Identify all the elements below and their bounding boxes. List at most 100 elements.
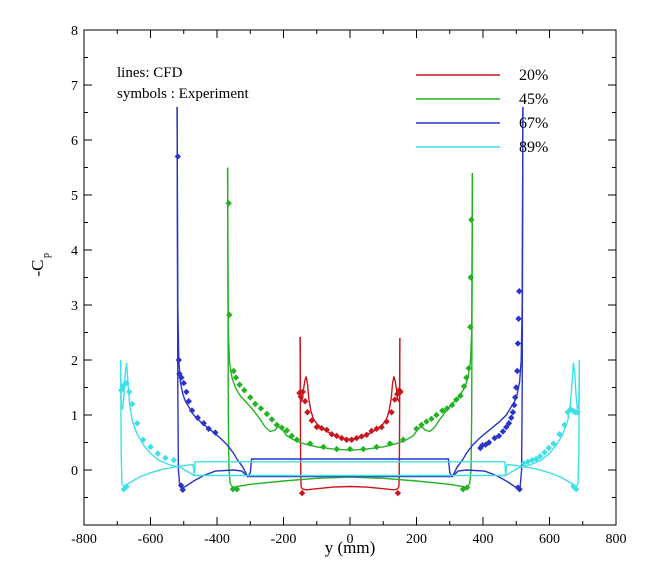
experiment-point-45 xyxy=(230,367,237,375)
experiment-point-20 xyxy=(368,427,375,435)
y-tick-label: 7 xyxy=(71,79,78,94)
experiment-point-20 xyxy=(394,489,402,497)
experiment-point-45 xyxy=(443,405,451,412)
experiment-point-89 xyxy=(129,400,136,408)
experiment-point-89 xyxy=(162,454,169,462)
experiment-point-67 xyxy=(514,340,522,347)
experiment-point-67 xyxy=(180,379,187,387)
experiment-point-67 xyxy=(194,414,201,421)
experiment-point-45 xyxy=(233,486,241,493)
experiment-point-67 xyxy=(495,432,503,440)
experiment-point-45 xyxy=(252,400,259,408)
experiment-point-89 xyxy=(134,420,141,427)
experiment-point-20 xyxy=(343,436,350,443)
experiment-point-67 xyxy=(509,409,517,416)
experiment-point-45 xyxy=(257,405,265,412)
y-tick-label: 5 xyxy=(71,189,78,204)
experiment-point-45 xyxy=(306,440,314,447)
experiment-point-89 xyxy=(550,440,557,447)
experiment-point-20 xyxy=(328,431,335,438)
experiment-point-67 xyxy=(505,420,513,427)
experiment-point-67 xyxy=(503,423,510,431)
experiment-point-67 xyxy=(513,384,520,391)
experiment-point-89 xyxy=(139,436,147,443)
experiment-point-89 xyxy=(520,460,527,467)
y-tick-label: 1 xyxy=(71,409,78,424)
experiment-point-89 xyxy=(564,409,571,416)
experiment-point-89 xyxy=(121,381,128,388)
experiment-point-67 xyxy=(177,482,185,489)
experiment-point-45 xyxy=(433,411,440,419)
y-tick-label: 6 xyxy=(71,134,78,149)
y-tick-label: 3 xyxy=(71,299,78,314)
annotation-cfd: lines: CFD xyxy=(117,65,183,81)
experiment-point-45 xyxy=(273,421,281,429)
experiment-point-67 xyxy=(512,394,519,401)
y-axis-label-main: -C xyxy=(28,260,47,277)
experiment-point-45 xyxy=(468,216,475,223)
experiment-point-67 xyxy=(511,401,518,409)
experiment-point-45 xyxy=(283,427,291,434)
experiment-point-45 xyxy=(293,436,300,443)
experiment-point-45 xyxy=(439,407,446,414)
experiment-point-20 xyxy=(333,432,340,440)
x-tick-label: 400 xyxy=(473,532,494,547)
plot-series-group xyxy=(118,106,581,497)
experiment-point-20 xyxy=(378,423,385,431)
experiment-point-45 xyxy=(373,443,380,451)
experiment-point-45 xyxy=(247,394,254,401)
experiment-point-67 xyxy=(200,420,207,427)
legend-label-20: 20% xyxy=(519,67,548,84)
experiment-point-20 xyxy=(348,436,355,443)
y-tick-label: 2 xyxy=(71,354,78,369)
legend-label-89: 89% xyxy=(519,139,548,156)
experiment-point-89 xyxy=(561,421,568,429)
experiment-point-67 xyxy=(178,374,185,381)
experiment-point-20 xyxy=(304,409,311,416)
experiment-point-45 xyxy=(463,484,471,491)
experiment-point-45 xyxy=(346,445,354,453)
experiment-point-45 xyxy=(428,415,435,423)
experiment-point-20 xyxy=(318,425,325,432)
y-axis-label-subscript: p xyxy=(41,253,52,258)
experiment-point-89 xyxy=(170,456,177,464)
experiment-point-89 xyxy=(572,486,580,493)
experiment-point-20 xyxy=(373,425,380,432)
experiment-point-45 xyxy=(288,432,296,440)
experiment-point-45 xyxy=(229,486,237,493)
experiment-point-67 xyxy=(185,398,192,405)
experiment-point-89 xyxy=(154,450,162,457)
experiment-point-45 xyxy=(232,374,240,381)
experiment-point-89 xyxy=(533,455,540,463)
x-tick-label: 200 xyxy=(406,532,427,547)
experiment-point-45 xyxy=(457,392,464,399)
experiment-point-45 xyxy=(268,416,276,423)
experiment-point-67 xyxy=(499,428,507,435)
experiment-point-89 xyxy=(536,453,544,460)
experiment-point-67 xyxy=(491,434,498,442)
legend-label-67: 67% xyxy=(519,115,548,132)
experiment-point-45 xyxy=(278,424,286,431)
experiment-point-67 xyxy=(515,315,522,322)
experiment-point-89 xyxy=(126,388,133,396)
experiment-point-20 xyxy=(323,426,330,434)
y-axis-label: -C p xyxy=(28,253,52,277)
experiment-point-67 xyxy=(179,486,186,493)
experiment-point-89 xyxy=(118,387,125,394)
cfd-line-lower-89 xyxy=(119,359,581,477)
x-tick-label: -600 xyxy=(138,532,164,547)
experiment-point-45 xyxy=(413,425,420,432)
experiment-point-45 xyxy=(467,323,474,331)
experiment-point-45 xyxy=(463,374,470,381)
experiment-point-45 xyxy=(226,311,233,319)
experiment-point-67 xyxy=(508,414,515,421)
experiment-point-67 xyxy=(514,367,521,375)
experiment-point-45 xyxy=(460,383,468,390)
experiment-point-45 xyxy=(386,440,394,447)
annotation-group: lines: CFD symbols : Experiment xyxy=(117,65,249,102)
experiment-point-20 xyxy=(297,393,304,401)
experiment-point-45 xyxy=(225,200,232,207)
experiment-point-20 xyxy=(299,388,306,396)
experiment-point-45 xyxy=(465,365,472,372)
